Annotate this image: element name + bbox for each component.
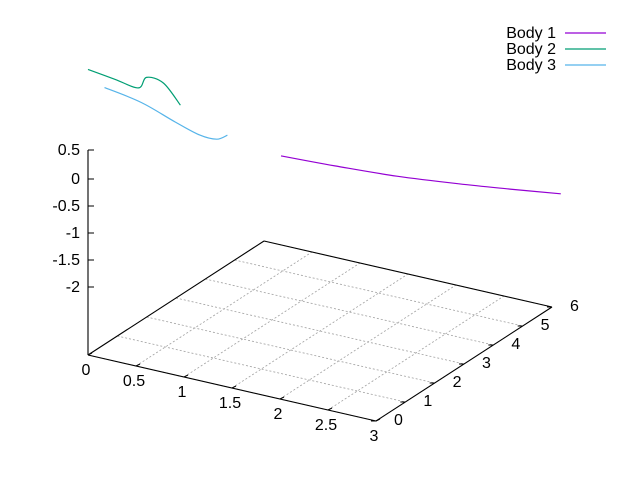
y-tick-label-3: 3: [482, 355, 491, 372]
base-edge-back: [263, 240, 553, 308]
grid-line-y-4: [205, 278, 494, 346]
x-tick-label-5: 2.5: [315, 417, 337, 434]
z-tick-label-1: 0: [71, 171, 80, 188]
y-tick-label-1: 1: [423, 393, 432, 410]
x-tick-label-4: 2: [274, 406, 283, 423]
x-tick-mark-0: [87, 352, 93, 356]
y-tick-label-0: 0: [394, 412, 403, 429]
axis-lines: [87, 150, 553, 422]
x-tick-label-2: 1: [178, 384, 187, 401]
y-tick-label-6: 6: [570, 298, 579, 315]
grid-line-y-2: [146, 316, 435, 384]
series-line-3: [104, 87, 228, 140]
z-tick-label-5: -2: [66, 279, 80, 296]
legend-label-1: Body 1: [506, 25, 556, 42]
x-tick-mark-2: [183, 374, 189, 378]
grid-line-x-5: [327, 295, 505, 411]
z-tick-label-3: -1: [66, 225, 80, 242]
z-tick-label-0: 0.5: [58, 142, 80, 159]
x-tick-mark-5: [327, 407, 333, 411]
x-tick-mark-3: [231, 385, 237, 389]
legend-label-3: Body 3: [506, 57, 556, 74]
x-tick-mark-4: [279, 396, 285, 400]
x-tick-label-6: 3: [370, 428, 379, 445]
grid-lines: [87, 240, 553, 422]
x-tick-mark-1: [135, 363, 141, 367]
base-edge-left: [87, 240, 265, 356]
grid-line-y-5: [234, 259, 523, 327]
data-series: [87, 68, 561, 195]
x-tick-mark-6: [375, 418, 381, 422]
series-line-2: [87, 68, 181, 106]
grid-line-x-2: [183, 262, 361, 378]
legend-label-2: Body 2: [506, 41, 556, 58]
z-tick-label-2: -0.5: [52, 198, 80, 215]
x-tick-label-1: 0.5: [123, 373, 145, 390]
grid-line-y-1: [117, 335, 406, 403]
y-tick-label-5: 5: [541, 317, 550, 334]
grid-line-y-3: [175, 297, 465, 365]
grid-line-x-3: [231, 273, 409, 389]
y-tick-label-4: 4: [511, 336, 520, 353]
x-tick-label-0: 0: [82, 362, 91, 379]
x-tick-label-3: 1.5: [219, 395, 241, 412]
y-tick-label-2: 2: [453, 374, 462, 391]
z-tick-label-4: -1.5: [52, 252, 80, 269]
series-line-1: [280, 155, 561, 195]
